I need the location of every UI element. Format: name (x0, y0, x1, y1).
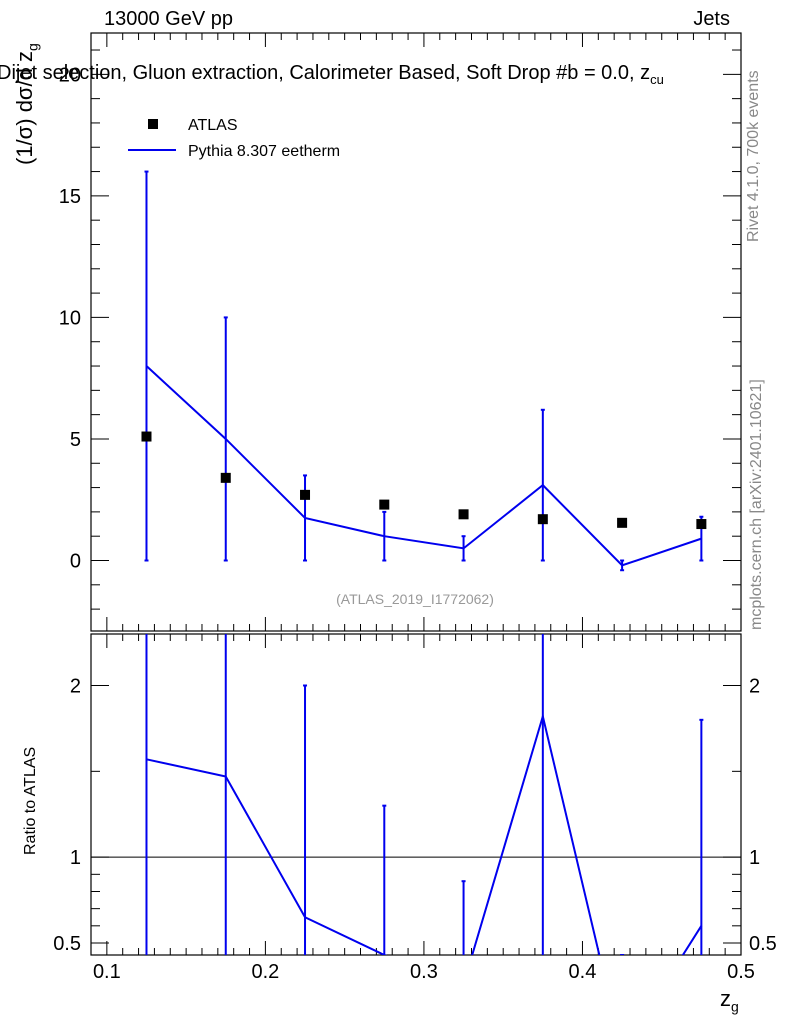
top-ylabel: (1/σ) dσ/d zg (12, 43, 40, 165)
main-panel-frame (90, 32, 742, 632)
atlas-data-point (537, 514, 548, 525)
x-axis-label-sub: g (731, 998, 739, 1015)
top-ylabel-main: (1/σ) dσ/d z (12, 51, 37, 165)
x-tick-label: 0.2 (251, 961, 279, 983)
legend-atlas-marker (148, 119, 158, 129)
analysis-watermark: (ATLAS_2019_I1772062) (336, 591, 494, 607)
y-tick-label: 20 (59, 64, 81, 86)
x-axis-label: zg (720, 986, 739, 1014)
atlas-data-point (300, 489, 311, 500)
mcplots-label: mcplots.cern.ch [arXiv:2401.10621] (748, 379, 765, 630)
atlas-data-point (379, 499, 390, 510)
x-tick-label: 0.1 (93, 961, 121, 983)
ratio-y-tick-label: 2 (749, 675, 760, 697)
x-tick-label: 0.5 (727, 961, 755, 983)
ratio-series-group (145, 634, 704, 955)
legend-mc-label: Pythia 8.307 eetherm (188, 143, 340, 160)
plot-title-sub: cu (650, 72, 664, 87)
atlas-data-point (696, 519, 707, 530)
y-tick-label: 5 (70, 429, 81, 451)
y-tick-label: 15 (59, 186, 81, 208)
ratio-y-tick-label: 1 (70, 847, 81, 869)
rivet-label: Rivet 4.1.0, 700k events (745, 70, 762, 242)
plot-title-main: Dijet selection, Gluon extraction, Calor… (0, 62, 651, 84)
atlas-data-point (220, 472, 231, 483)
ratio-y-tick-label: 0.5 (53, 933, 81, 955)
legend-atlas-label: ATLAS (188, 117, 238, 134)
ratio-ylabel: Ratio to ATLAS (22, 746, 39, 855)
mc-line (145, 365, 702, 567)
atlas-data-point (617, 517, 628, 528)
y-tick-label: 10 (59, 307, 81, 329)
energy-label: 13000 GeV pp (104, 8, 233, 30)
x-axis-label-main: z (720, 986, 731, 1011)
process-label: Jets (693, 8, 730, 30)
x-tick-label: 0.3 (410, 961, 438, 983)
ratio-mc-line (146, 712, 703, 955)
atlas-data-point (141, 431, 152, 442)
top-ylabel-sub: g (24, 43, 41, 52)
x-tick-label: 0.4 (569, 961, 597, 983)
ratio-y-tick-label: 2 (70, 675, 81, 697)
y-tick-label: 0 (70, 551, 81, 573)
ratio-y-tick-label: 0.5 (749, 933, 777, 955)
ratio-panel-frame (90, 633, 742, 956)
plot-title: Dijet selection, Gluon extraction, Calor… (0, 62, 664, 87)
ratio-y-tick-label: 1 (749, 847, 760, 869)
atlas-data-point (458, 509, 469, 520)
